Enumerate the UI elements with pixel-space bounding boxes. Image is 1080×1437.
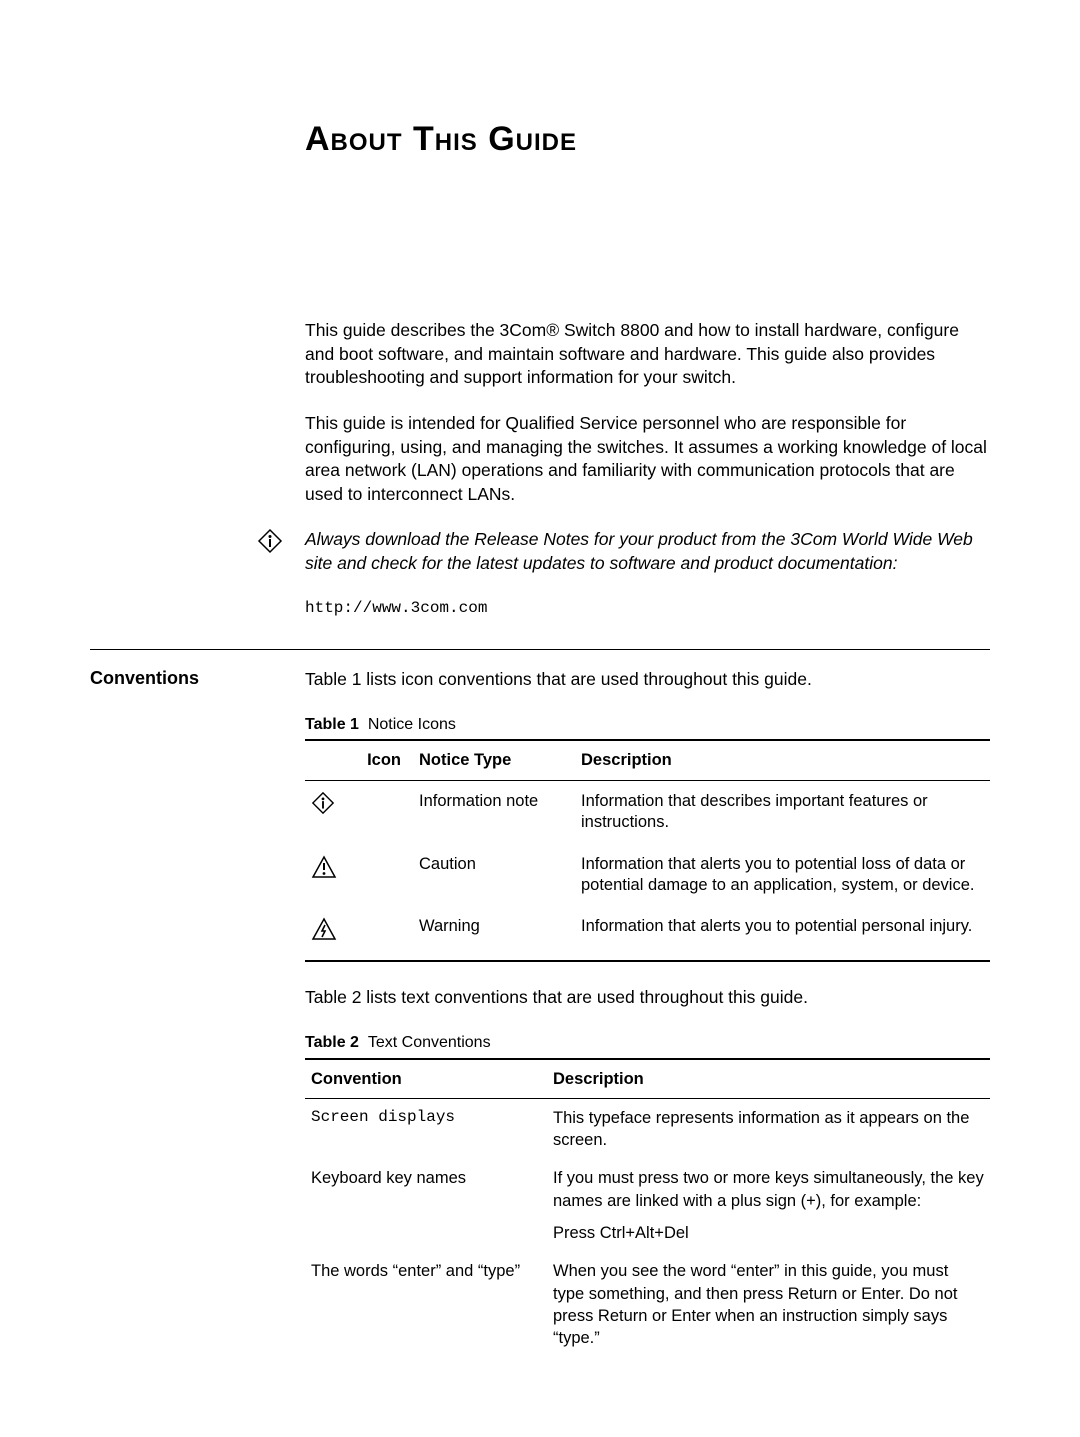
intro-paragraph-1: This guide describes the 3Com® Switch 88… bbox=[305, 319, 990, 390]
table-row: Caution Information that alerts you to p… bbox=[305, 844, 990, 907]
table1-end-rule bbox=[305, 960, 990, 962]
page-title: About This Guide bbox=[305, 120, 990, 159]
table1-caption: Table 1 Notice Icons bbox=[305, 714, 990, 736]
url: http://www.3com.com bbox=[305, 598, 990, 620]
caution-icon bbox=[311, 854, 401, 880]
table-row: Screen displays This typeface represents… bbox=[305, 1098, 990, 1159]
conventions-intro-2: Table 2 lists text conventions that are … bbox=[305, 986, 990, 1010]
th-notice-type: Notice Type bbox=[413, 740, 575, 780]
th-description: Description bbox=[575, 740, 990, 780]
table-row: Information note Information that descri… bbox=[305, 780, 990, 843]
section-divider bbox=[90, 649, 990, 650]
th-description: Description bbox=[547, 1059, 990, 1099]
conventions-heading: Conventions bbox=[90, 668, 305, 689]
conventions-intro-1: Table 1 lists icon conventions that are … bbox=[305, 668, 990, 692]
table2-caption: Table 2 Text Conventions bbox=[305, 1032, 990, 1054]
table-row: The words “enter” and “type” When you se… bbox=[305, 1252, 990, 1357]
warning-icon bbox=[311, 916, 401, 942]
info-icon bbox=[311, 791, 401, 815]
table-row: Warning Information that alerts you to p… bbox=[305, 906, 990, 952]
text-conventions-table: Convention Description Screen displays T… bbox=[305, 1058, 990, 1358]
table-row: Keyboard key names If you must press two… bbox=[305, 1159, 990, 1252]
th-icon: Icon bbox=[305, 740, 413, 780]
th-convention: Convention bbox=[305, 1059, 547, 1099]
release-note: Always download the Release Notes for yo… bbox=[305, 528, 990, 575]
intro-paragraph-2: This guide is intended for Qualified Ser… bbox=[305, 412, 990, 507]
info-icon bbox=[257, 528, 283, 554]
notice-icons-table: Icon Notice Type Description bbox=[305, 739, 990, 952]
